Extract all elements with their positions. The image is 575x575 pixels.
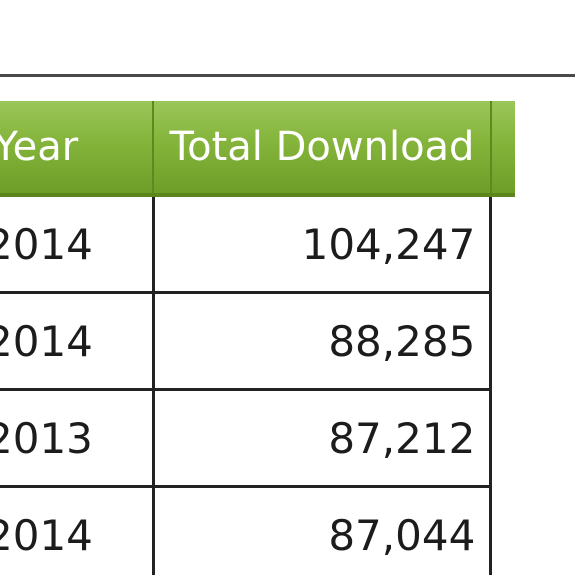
top-divider bbox=[0, 74, 575, 77]
table-header: Year Total Download bbox=[0, 101, 515, 197]
next-column-cell bbox=[490, 389, 515, 487]
total-download-cell: 87,212 bbox=[153, 389, 493, 488]
year-column-header[interactable]: Year bbox=[0, 101, 155, 197]
next-column-header bbox=[489, 101, 515, 197]
total-download-cell: 104,247 bbox=[153, 195, 493, 294]
total-download-cell: 87,044 bbox=[153, 486, 493, 575]
year-cell: 2013 bbox=[0, 389, 155, 488]
header-row: Year Total Download bbox=[0, 101, 515, 197]
next-column-cell bbox=[490, 195, 515, 293]
table-row: 2013 87,212 bbox=[0, 389, 515, 488]
total-download-column-header[interactable]: Total Download bbox=[152, 101, 492, 197]
next-column-cell bbox=[490, 486, 515, 575]
next-column-cell bbox=[490, 292, 515, 390]
total-download-cell: 88,285 bbox=[153, 292, 493, 391]
table-top-gap bbox=[0, 77, 575, 101]
